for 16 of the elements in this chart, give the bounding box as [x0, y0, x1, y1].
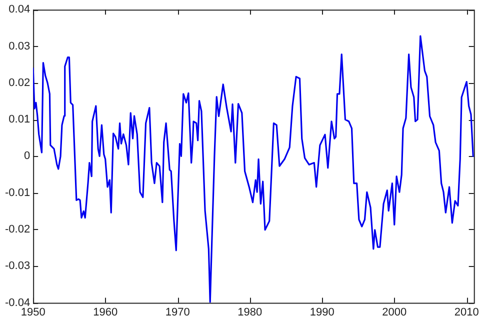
y-tick-label: 0.04 [8, 4, 30, 16]
x-tick-label: 1980 [238, 306, 262, 318]
x-tick-label: 1970 [165, 306, 190, 318]
y-tick-label: 0.02 [8, 76, 30, 89]
y-tick-label: 0.03 [8, 40, 30, 52]
y-tick-label: -0.02 [4, 224, 30, 236]
y-tick-label: 0.01 [8, 114, 30, 126]
y-tick-label: -0.01 [4, 186, 30, 199]
y-tick-label: 0 [24, 150, 30, 162]
x-tick-label: 2010 [454, 306, 479, 318]
y-tick-label: -0.03 [4, 260, 30, 272]
x-tick-label: 1960 [93, 306, 118, 318]
y-tick-label: -0.04 [4, 296, 30, 309]
x-tick-label: 2000 [382, 306, 407, 318]
x-tick-label: 1950 [20, 306, 46, 318]
x-tick-label: 1990 [310, 306, 334, 318]
